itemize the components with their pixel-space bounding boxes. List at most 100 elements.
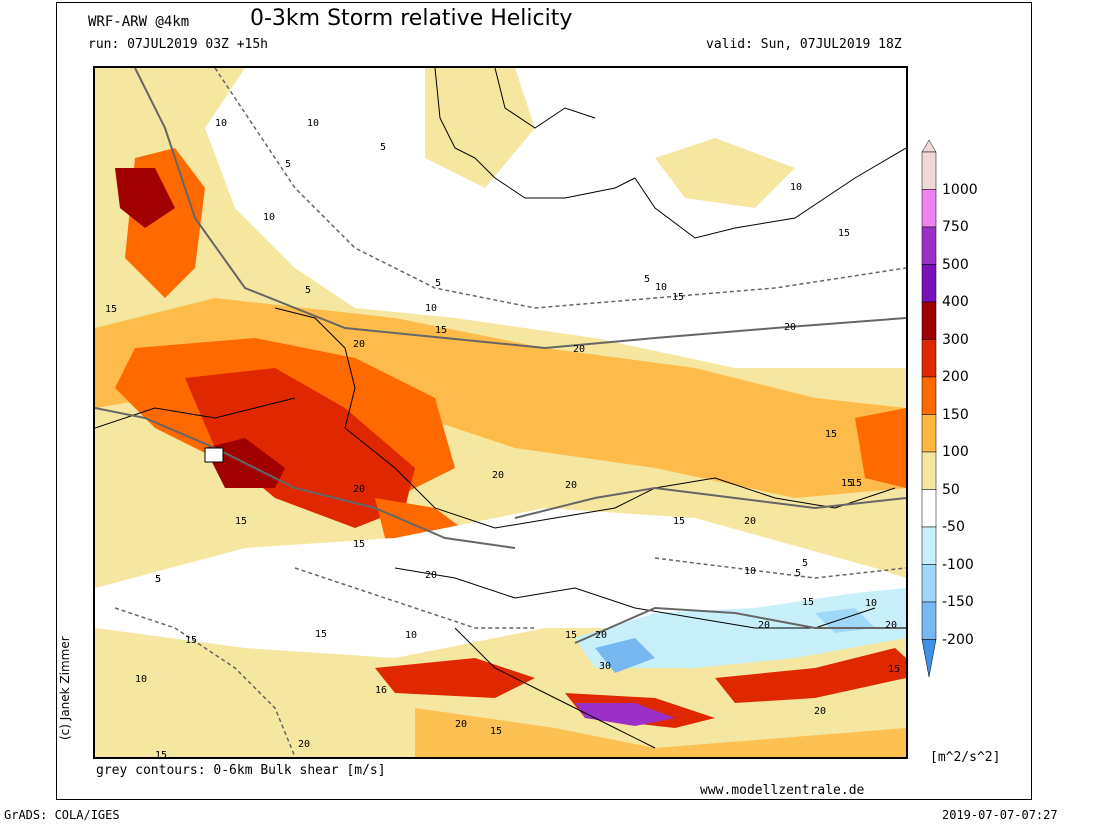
colorbar-bin [921,226,937,265]
contour-label: 20 [573,344,585,355]
colorbar-bin [921,301,937,340]
contour-label: 15 [235,516,247,527]
boxed-label-bg [204,447,224,463]
website-link[interactable]: www.modellzentrale.de [700,783,865,798]
contour-label: 20 [784,322,796,333]
contour-label: 5 [435,278,441,289]
colorbar-svg [921,139,937,678]
contour-label: 20 [492,470,504,481]
colorbar-tick-label: 100 [942,444,969,460]
colorbar-tick-label: 300 [942,331,969,348]
contour-labels: 10 5 10 5 15 10 10 5 10 15 20 5 15 10 20… [105,118,900,757]
contour-label: 5 [155,574,161,585]
colorbar-tick-label: 200 [942,369,969,385]
run-label: run: 07JUL2019 03Z +15h [88,37,269,52]
contour-label: 5 [802,558,808,569]
helicity-map: 10 5 10 5 15 10 10 5 10 15 20 5 15 10 20… [93,66,908,759]
contour-label: 15 [185,635,197,646]
colorbar-bin [921,451,937,490]
colorbar-tick-label: 750 [942,219,969,235]
contour-label: 20 [353,339,365,350]
contour-label: 20 [298,739,310,750]
yellow-south-west [95,658,355,757]
contour-label: 10 [655,282,667,293]
contour-label: 5 [795,568,801,579]
contour-label: 5 [305,285,311,296]
colorbar-tick-label: 500 [942,256,969,273]
contour-label: 15 [435,325,447,336]
contour-label: 15 [105,304,117,315]
negative-helicity-patch [815,608,875,633]
yellow-patch-baltic [655,138,795,208]
contour-label: 15 [315,629,327,640]
valid-time-label: valid: Sun, 07JUL2019 18Z [706,37,902,52]
colorbar-bin [921,414,937,453]
contour-label: 15 [565,630,577,641]
contours-note: grey contours: 0-6km Bulk shear [m/s] [96,763,386,778]
contour-label: 15 [850,478,862,489]
helicity-patch-east [855,408,906,488]
colorbar-tick-label: 50 [942,481,960,498]
contour-label: 10 [425,303,437,314]
contour-label: 15 [888,664,900,675]
contour-label: 20 [425,570,437,581]
low-helicity-east [515,128,906,328]
contour-label: 20 [565,480,577,491]
colorbar-bin [921,601,937,640]
credit-label: (c) Janek Zimmer [58,636,72,740]
colorbar-bin [921,189,937,228]
helicity-band-200-west [185,368,415,528]
contour-label: 10 [215,118,227,129]
coastlines [95,68,906,749]
helicity-band-south-east [715,648,906,703]
helicity-band-italy [415,708,906,757]
shear-contours [95,68,906,644]
contour-label: 20 [744,516,756,527]
contour-label: 20 [595,630,607,641]
colorbar-bin [921,489,937,528]
contour-label: 5 [380,142,386,153]
colorbar-bottom-arrow [921,639,937,678]
colorbar-bin [921,264,937,303]
contour-label: 5 [644,274,650,285]
contour-label: 15 [490,726,502,737]
contour-label: 10 [865,598,877,609]
contour-label: 10 [405,630,417,641]
shear-contours-dashed [114,68,906,757]
contour-label: 5 [285,159,291,170]
contour-label: 5 [155,574,161,585]
timestamp-label: 2019-07-07-07:27 [942,808,1058,822]
contour-label: 15 [802,597,814,608]
colorbar-bin [921,339,937,378]
yellow-patch-denmark [425,68,535,188]
colorbar-bin [921,376,937,415]
contour-label: 20 [455,719,467,730]
colorbar-bin [921,151,937,190]
contour-label: 15 [353,539,365,550]
negative-helicity-region [575,588,906,668]
contour-label: 15 [155,750,167,757]
contour-label: 10 [263,212,275,223]
colorbar [918,139,1018,680]
map-svg: 10 5 10 5 15 10 10 5 10 15 20 5 15 10 20… [95,68,906,757]
colorbar-tick-label: 1000 [942,181,978,198]
negative-helicity-core [595,638,655,673]
contour-label: 15 [841,478,853,489]
grads-label: GrADS: COLA/IGES [4,808,120,822]
colorbar-bin [921,564,937,603]
model-label: WRF-ARW @4km [88,14,190,30]
contour-label: 10 [744,566,756,577]
colorbar-tick-label: -50 [942,519,965,535]
chart-title: 0-3km Storm relative Helicity [250,6,573,31]
colorbar-tick-label: -150 [942,594,974,610]
contour-label: 20 [885,620,897,631]
contour-label: 15 [838,228,850,239]
contour-label: 20 [758,620,770,631]
colorbar-top-arrow [921,139,937,153]
contour-label: 15 [673,516,685,527]
colorbar-tick-label: 150 [942,406,969,423]
helicity-patch-north-sea-max [115,168,175,228]
contour-label: 10 [790,182,802,193]
colorbar-tick-label: 400 [942,294,969,310]
contour-label: 15 [825,429,837,440]
